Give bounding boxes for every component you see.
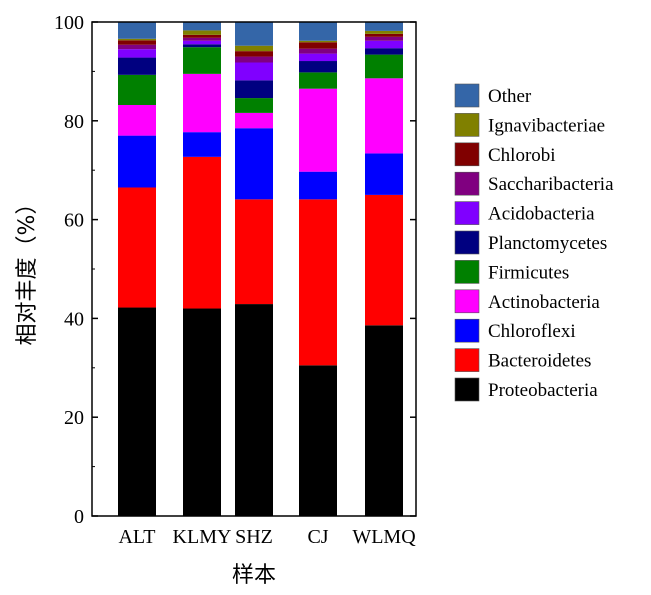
- bar-segment-wlmq-saccharibacteria: [365, 36, 403, 41]
- bar-segment-cj-bacteroidetes: [299, 199, 337, 366]
- x-tick-label-cj: CJ: [307, 526, 328, 548]
- legend-swatch-chloroflexi: [454, 318, 480, 343]
- bar-segment-alt-actinobacteria: [118, 104, 156, 136]
- legend-swatch-bacteroidetes: [454, 348, 480, 372]
- bar-segment-shz-chlorobi: [235, 51, 273, 57]
- legend-label-chlorobi: Chlorobi: [488, 145, 556, 166]
- bar-segment-cj-chlorobi: [299, 42, 337, 49]
- bar-segment-wlmq-actinobacteria: [365, 78, 403, 154]
- legend-swatch-firmicutes: [454, 260, 480, 284]
- bar-segment-klmy-chloroflexi: [183, 132, 221, 157]
- bar-segment-wlmq-firmicutes: [365, 54, 403, 79]
- legend-label-actinobacteria: Actinobacteria: [488, 292, 600, 313]
- bars-layer: [118, 22, 403, 516]
- bar-segment-alt-firmicutes: [118, 74, 156, 105]
- legend-swatch-proteobacteria: [454, 377, 480, 402]
- y-axis-title: 相对丰度（%）: [15, 193, 40, 346]
- x-axis-title: 样本: [232, 563, 276, 588]
- y-tick-label-80: 80: [64, 111, 84, 133]
- legend-label-ignavibacteriae: Ignavibacteriae: [488, 115, 605, 136]
- bar-segment-cj-planctomycetes: [299, 61, 337, 73]
- legend-label-proteobacteria: Proteobacteria: [488, 380, 598, 401]
- bar-segment-alt-proteobacteria: [118, 307, 156, 516]
- bar-segment-klmy-ignavibacteriae: [183, 30, 221, 35]
- bar-segment-shz-ignavibacteriae: [235, 45, 273, 52]
- legend-swatch-other: [454, 83, 480, 108]
- legend-label-firmicutes: Firmicutes: [488, 262, 569, 283]
- y-tick-label-20: 20: [64, 407, 84, 429]
- bar-segment-cj-chloroflexi: [299, 171, 337, 200]
- bar-segment-alt-other: [118, 22, 156, 39]
- bar-segment-klmy-actinobacteria: [183, 73, 221, 133]
- bar-segment-alt-ignavibacteriae: [118, 38, 156, 41]
- bar-segment-cj-proteobacteria: [299, 365, 337, 516]
- legend-label-planctomycetes: Planctomycetes: [488, 233, 607, 254]
- bar-segment-wlmq-proteobacteria: [365, 325, 403, 516]
- bar-segment-wlmq-bacteroidetes: [365, 194, 403, 326]
- bar-segment-cj-ignavibacteriae: [299, 40, 337, 43]
- bar-segment-shz-chloroflexi: [235, 128, 273, 200]
- bar-segment-klmy-saccharibacteria: [183, 37, 221, 41]
- bar-segment-cj-firmicutes: [299, 72, 337, 89]
- legend: Other Ignavibacteriae Chlorobi Saccharibact…: [454, 83, 614, 402]
- bar-segment-cj-saccharibacteria: [299, 48, 337, 54]
- bar-segment-shz-planctomycetes: [235, 80, 273, 99]
- legend-swatch-planctomycetes: [454, 230, 480, 255]
- legend-swatch-saccharibacteria: [454, 171, 480, 196]
- x-tick-label-alt: ALT: [118, 526, 155, 548]
- bar-segment-shz-proteobacteria: [235, 304, 273, 516]
- legend-swatch-acidobacteria: [454, 201, 480, 225]
- bar-segment-wlmq-planctomycetes: [365, 48, 403, 55]
- legend-swatch-ignavibacteriae: [454, 113, 480, 137]
- bar-segment-shz-firmicutes: [235, 98, 273, 113]
- bar-segment-shz-bacteroidetes: [235, 199, 273, 305]
- bar-segment-wlmq-acidobacteria: [365, 40, 403, 49]
- bar-segment-shz-saccharibacteria: [235, 56, 273, 63]
- y-tick-label-0: 0: [74, 506, 84, 528]
- bar-segment-shz-other: [235, 22, 273, 46]
- legend-swatch-chlorobi: [454, 142, 480, 167]
- bar-segment-klmy-proteobacteria: [183, 308, 221, 516]
- y-tick-label-60: 60: [64, 210, 84, 232]
- bar-segment-alt-bacteroidetes: [118, 187, 156, 308]
- bar-segment-shz-acidobacteria: [235, 62, 273, 81]
- bar-segment-alt-acidobacteria: [118, 49, 156, 58]
- y-axis: 0 20 40 60 80 100: [54, 12, 416, 528]
- bar-segment-alt-chloroflexi: [118, 135, 156, 188]
- legend-label-acidobacteria: Acidobacteria: [488, 204, 595, 225]
- bar-segment-klmy-firmicutes: [183, 47, 221, 74]
- bar-segment-cj-other: [299, 22, 337, 41]
- y-tick-label-100: 100: [54, 12, 84, 34]
- bar-segment-wlmq-other: [365, 22, 403, 31]
- bar-segment-shz-actinobacteria: [235, 112, 273, 129]
- y-tick-label-40: 40: [64, 308, 84, 330]
- bar-segment-klmy-planctomycetes: [183, 44, 221, 48]
- bar-segment-alt-chlorobi: [118, 40, 156, 45]
- bar-segment-wlmq-chlorobi: [365, 33, 403, 37]
- legend-label-bacteroidetes: Bacteroidetes: [488, 351, 591, 372]
- bar-segment-klmy-acidobacteria: [183, 40, 221, 45]
- legend-label-saccharibacteria: Saccharibacteria: [488, 174, 614, 195]
- bar-segment-alt-saccharibacteria: [118, 44, 156, 50]
- bar-segment-klmy-chlorobi: [183, 34, 221, 38]
- bar-segment-cj-acidobacteria: [299, 53, 337, 62]
- x-axis: ALT KLMY SHZ CJ WLMQ: [118, 511, 416, 548]
- x-tick-label-shz: SHZ: [235, 526, 273, 548]
- bar-segment-wlmq-chloroflexi: [365, 153, 403, 195]
- legend-label-chloroflexi: Chloroflexi: [488, 321, 576, 342]
- legend-label-other: Other: [488, 86, 532, 107]
- legend-swatch-actinobacteria: [454, 289, 480, 314]
- bar-segment-cj-actinobacteria: [299, 88, 337, 172]
- bar-segment-wlmq-ignavibacteriae: [365, 30, 403, 34]
- x-tick-label-klmy: KLMY: [173, 526, 232, 548]
- bar-segment-klmy-other: [183, 22, 221, 31]
- bar-segment-alt-planctomycetes: [118, 57, 156, 75]
- x-tick-label-wlmq: WLMQ: [352, 526, 416, 548]
- bar-segment-klmy-bacteroidetes: [183, 156, 221, 309]
